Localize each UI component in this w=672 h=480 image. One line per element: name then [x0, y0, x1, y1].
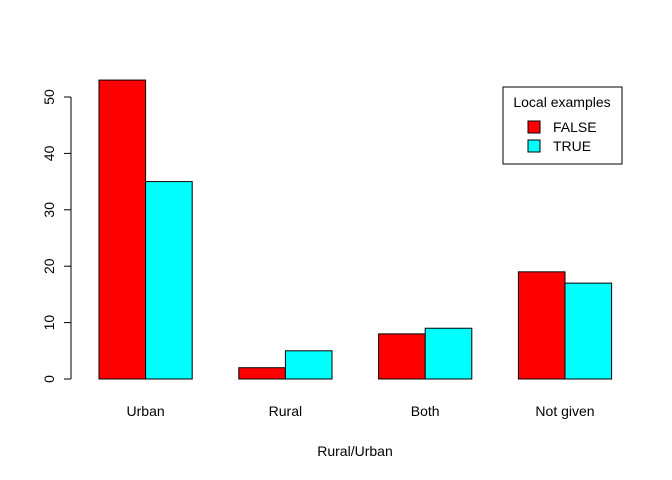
- bar: [564, 282, 613, 380]
- x-category-label: Urban: [127, 403, 165, 419]
- bar: [378, 333, 426, 380]
- legend-items: FALSE TRUE: [527, 119, 597, 154]
- bar: [145, 181, 193, 380]
- legend-swatch: [527, 120, 541, 134]
- y-tick-label: 10: [41, 315, 57, 331]
- bar: [517, 271, 566, 380]
- x-axis-label: Rural/Urban: [317, 443, 392, 459]
- legend-box: [502, 86, 623, 165]
- y-tick-label: 40: [41, 145, 57, 161]
- bar: [98, 79, 147, 380]
- x-category-labels: Urban Rural Both Not given: [127, 403, 595, 419]
- bars: [98, 79, 613, 380]
- x-category-label: Both: [411, 403, 440, 419]
- x-category-label: Rural: [269, 403, 302, 419]
- y-tick-label: 20: [41, 258, 57, 274]
- y-axis: 0 10 20 30 40 50: [41, 89, 72, 383]
- bar: [238, 367, 286, 380]
- bar: [284, 350, 333, 380]
- y-tick-label: 0: [41, 375, 57, 383]
- legend-label: FALSE: [553, 119, 597, 135]
- x-category-label: Not given: [535, 403, 594, 419]
- legend-label: TRUE: [553, 138, 591, 154]
- bar: [424, 327, 473, 380]
- legend-title: Local examples: [513, 94, 610, 110]
- y-tick-label: 30: [41, 202, 57, 218]
- legend-swatch: [527, 139, 541, 153]
- y-tick-label: 50: [41, 89, 57, 105]
- legend: Local examples FALSE TRUE: [502, 86, 623, 165]
